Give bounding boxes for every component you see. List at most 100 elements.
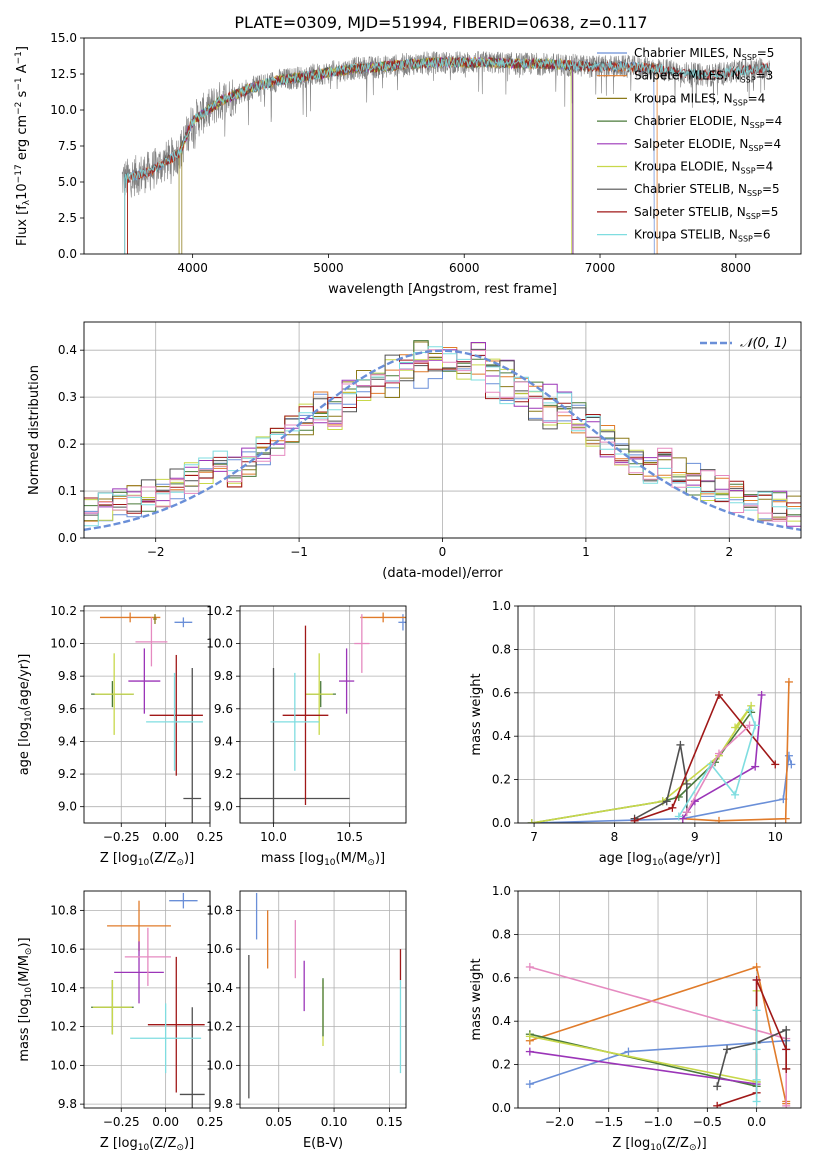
panel-mass-vs-Z: −0.25 0.00 0.25 9.8 10.0 10.2 10.4 10.6 10.8 Z [l…: [17, 890, 224, 1153]
x-axis-label: (data-model)/error: [382, 566, 503, 581]
errorbar-point: [99, 612, 161, 623]
mass-weight-marker: [668, 803, 677, 812]
panel-massweight-vs-age: 7 8 9 10 0.0 0.2 0.4 0.6 0.8 1.0 age [log10(age/yr…: [469, 599, 802, 868]
y-tick-label: 0.4: [492, 1014, 511, 1028]
errorbar-point: [135, 617, 168, 667]
plot-area: [91, 892, 205, 1108]
errorbar-point: [240, 668, 350, 823]
mass-weight-marker: [747, 701, 756, 710]
errorbar-point: [147, 956, 205, 1093]
x-tick-label: 0.25: [197, 1115, 224, 1129]
legend: Chabrier MILES, NSSP=5 Salpeter MILES, NS…: [597, 46, 782, 244]
errorbar-point: [130, 1003, 202, 1074]
y-tick-label: 0.8: [492, 927, 511, 941]
figure-title: PLATE=0309, MJD=51994, FIBERID=0638, z=0…: [234, 13, 647, 32]
mass-weight-line: [531, 755, 793, 823]
mass-weight-marker: [751, 762, 760, 771]
y-tick-label: 0.0: [492, 816, 511, 830]
axes-frame: [83, 321, 802, 539]
y-tick-label: 0.3: [58, 390, 77, 404]
errorbar-point: [128, 648, 161, 714]
errorbar-point: [360, 612, 406, 623]
mass-weight-marker: [713, 1082, 722, 1091]
x-tick-label: 0.15: [376, 1115, 403, 1129]
y-tick-label: 9.2: [214, 767, 233, 781]
errorbar-point: [270, 672, 320, 771]
x-axis-label: wavelength [Angstrom, rest frame]: [328, 282, 557, 297]
y-axis-label: Flux [fλ10−17 erg cm−2 s−1 A−1]: [14, 46, 32, 246]
model-spectrum-kroupa-elodie: [178, 56, 572, 254]
axes-frame: [517, 890, 802, 1109]
mass-weight-marker: [630, 816, 639, 823]
mass-weight-marker: [752, 962, 761, 971]
x-tick-label: 10.5: [336, 830, 363, 844]
y-tick-label: 10.4: [50, 981, 77, 995]
y-tick-label: 10.2: [206, 1020, 233, 1034]
y-axis-label: age [log10(age/yr)]: [17, 654, 34, 776]
x-tick-label: −0.25: [103, 830, 140, 844]
errorbar-point: [92, 980, 132, 1035]
y-tick-label: 10.6: [206, 942, 233, 956]
axes-frame: [83, 37, 802, 255]
legend-entry: Salpeter STELIB, NSSP=5: [634, 205, 778, 221]
x-tick-label: 8: [611, 830, 619, 844]
x-axis-label: E(B-V): [303, 1136, 343, 1151]
x-tick-label: −1.0: [643, 1115, 672, 1129]
y-tick-label: 0.1: [58, 484, 77, 498]
x-tick-label: −2: [147, 545, 165, 559]
model-spectrum-kroupa-stelib: [124, 57, 770, 254]
y-tick-label: 12.5: [50, 67, 77, 81]
model-spectrum-salpeter-miles: [127, 56, 658, 254]
x-tick-label: 8000: [721, 261, 752, 275]
x-tick-label: 0.00: [152, 1115, 179, 1129]
legend-entry: Salpeter ELODIE, NSSP=4: [634, 137, 781, 153]
mass-weight-marker: [723, 1045, 732, 1054]
normal-curve: [84, 349, 801, 531]
x-tick-label: 4000: [177, 261, 208, 275]
y-tick-label: 0.2: [492, 773, 511, 787]
errorbar-point: [338, 648, 355, 714]
y-tick-label: 0.2: [58, 437, 77, 451]
panel-mass-vs-ebv: 0.05 0.10 0.15 9.8 10.0 10.2 10.4 10.6 10.8 E(B-V…: [206, 890, 407, 1151]
x-tick-label: 9: [691, 830, 699, 844]
legend-entry: 𝒩(0, 1): [740, 336, 787, 351]
y-tick-label: 9.8: [58, 669, 77, 683]
errorbar-point: [282, 625, 329, 806]
y-tick-label: 10.0: [50, 103, 77, 117]
y-tick-label: 0.6: [492, 686, 511, 700]
mass-weight-marker: [682, 779, 691, 788]
mass-weight-marker: [662, 797, 671, 806]
y-axis-label: mass [log10(M/M⊙)]: [17, 937, 34, 1061]
plot-area: [91, 612, 203, 823]
mass-weight-marker: [752, 1097, 761, 1106]
errorbar-point: [305, 653, 333, 735]
axes-frame: [83, 605, 211, 824]
x-tick-label: 0.05: [265, 1115, 292, 1129]
x-tick-label: −1: [290, 545, 308, 559]
axes-frame: [517, 605, 802, 824]
errorbar-point: [354, 614, 370, 673]
y-tick-label: 7.5: [58, 139, 77, 153]
x-tick-label: 6000: [449, 261, 480, 275]
y-tick-label: 9.6: [214, 702, 233, 716]
panel-age-vs-mass: 10.0 10.5 9.0 9.2 9.4 9.6 9.8 10.0 10.2 mass [log…: [206, 604, 407, 868]
x-tick-label: 10: [768, 830, 783, 844]
mass-weight-marker: [745, 706, 754, 715]
x-tick-label: −2.0: [545, 1115, 574, 1129]
mass-weight-marker: [784, 677, 793, 686]
model-spectrum-chabrier-stelib: [124, 56, 770, 254]
x-tick-label: 0: [439, 545, 447, 559]
mass-weight-marker: [782, 1064, 791, 1073]
y-tick-label: 9.0: [58, 800, 77, 814]
model-spectrum-chabrier-elodie: [178, 57, 574, 254]
panel-spectrum: 4000 5000 6000 7000 8000 0.0 2.5 5.0 7.5 10.0 12.5…: [14, 31, 802, 297]
y-tick-label: 10.2: [50, 604, 77, 618]
y-tick-label: 9.8: [58, 1097, 77, 1111]
x-tick-label: 0.00: [152, 830, 179, 844]
mass-weight-marker: [787, 760, 796, 769]
mass-weight-marker: [752, 1006, 761, 1015]
axes-frame: [239, 605, 407, 824]
x-tick-label: 7000: [585, 261, 616, 275]
x-tick-label: 7: [530, 830, 538, 844]
